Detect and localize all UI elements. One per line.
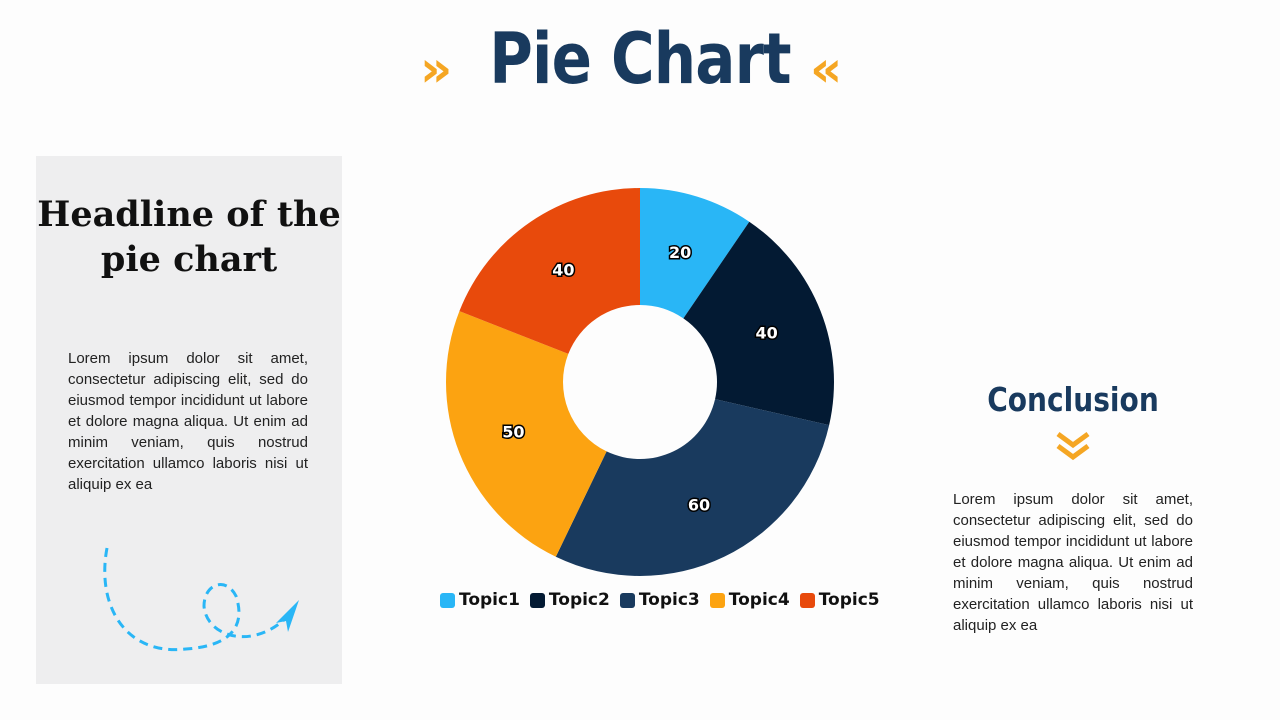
- legend-item: Topic3: [619, 590, 700, 610]
- legend-swatch: [799, 592, 815, 608]
- chevron-left-icon: «: [810, 40, 843, 98]
- chart-legend: Topic1 Topic2 Topic3 Topic4 Topic5: [440, 590, 880, 610]
- data-label: 20: [669, 243, 691, 262]
- donut-slice-topic2: [683, 221, 834, 426]
- conclusion-body-text: Lorem ipsum dolor sit amet, consectetur …: [953, 491, 1193, 634]
- legend-label: Topic2: [548, 590, 610, 610]
- legend-label: Topic4: [728, 590, 790, 610]
- dashed-arrow-icon: [103, 547, 299, 652]
- legend-item: Topic5: [799, 590, 880, 610]
- legend-item: Topic4: [709, 590, 790, 610]
- headline-panel: Headline of the pie chart Lorem ipsum do…: [36, 156, 342, 684]
- page-title: Pie Chart: [489, 18, 791, 100]
- conclusion-heading: Conclusion: [987, 380, 1159, 419]
- data-label: 40: [755, 323, 777, 342]
- donut-slice-topic4: [445, 311, 607, 557]
- legend-swatch: [619, 592, 635, 608]
- legend-item: Topic1: [440, 590, 520, 610]
- data-label: 50: [502, 423, 524, 442]
- data-label: 60: [688, 496, 710, 515]
- legend-label: Topic5: [818, 590, 880, 610]
- donut-slice-topic3: [555, 399, 830, 576]
- data-label: 40: [552, 261, 574, 280]
- donut-slice-topic1: [640, 188, 750, 319]
- legend-label: Topic3: [638, 590, 700, 610]
- headline: Headline of the pie chart: [37, 194, 341, 280]
- legend-swatch: [529, 592, 545, 608]
- legend-swatch: [440, 592, 455, 608]
- chevron-down-icon: [1056, 431, 1090, 461]
- legend-label: Topic1: [459, 590, 520, 610]
- legend-item: Topic2: [529, 590, 610, 610]
- donut-slice-topic5: [459, 188, 640, 354]
- headline-body-text: Lorem ipsum dolor sit amet, consectetur …: [68, 350, 308, 493]
- chevron-right-icon: »: [420, 40, 453, 98]
- legend-swatch: [709, 592, 725, 608]
